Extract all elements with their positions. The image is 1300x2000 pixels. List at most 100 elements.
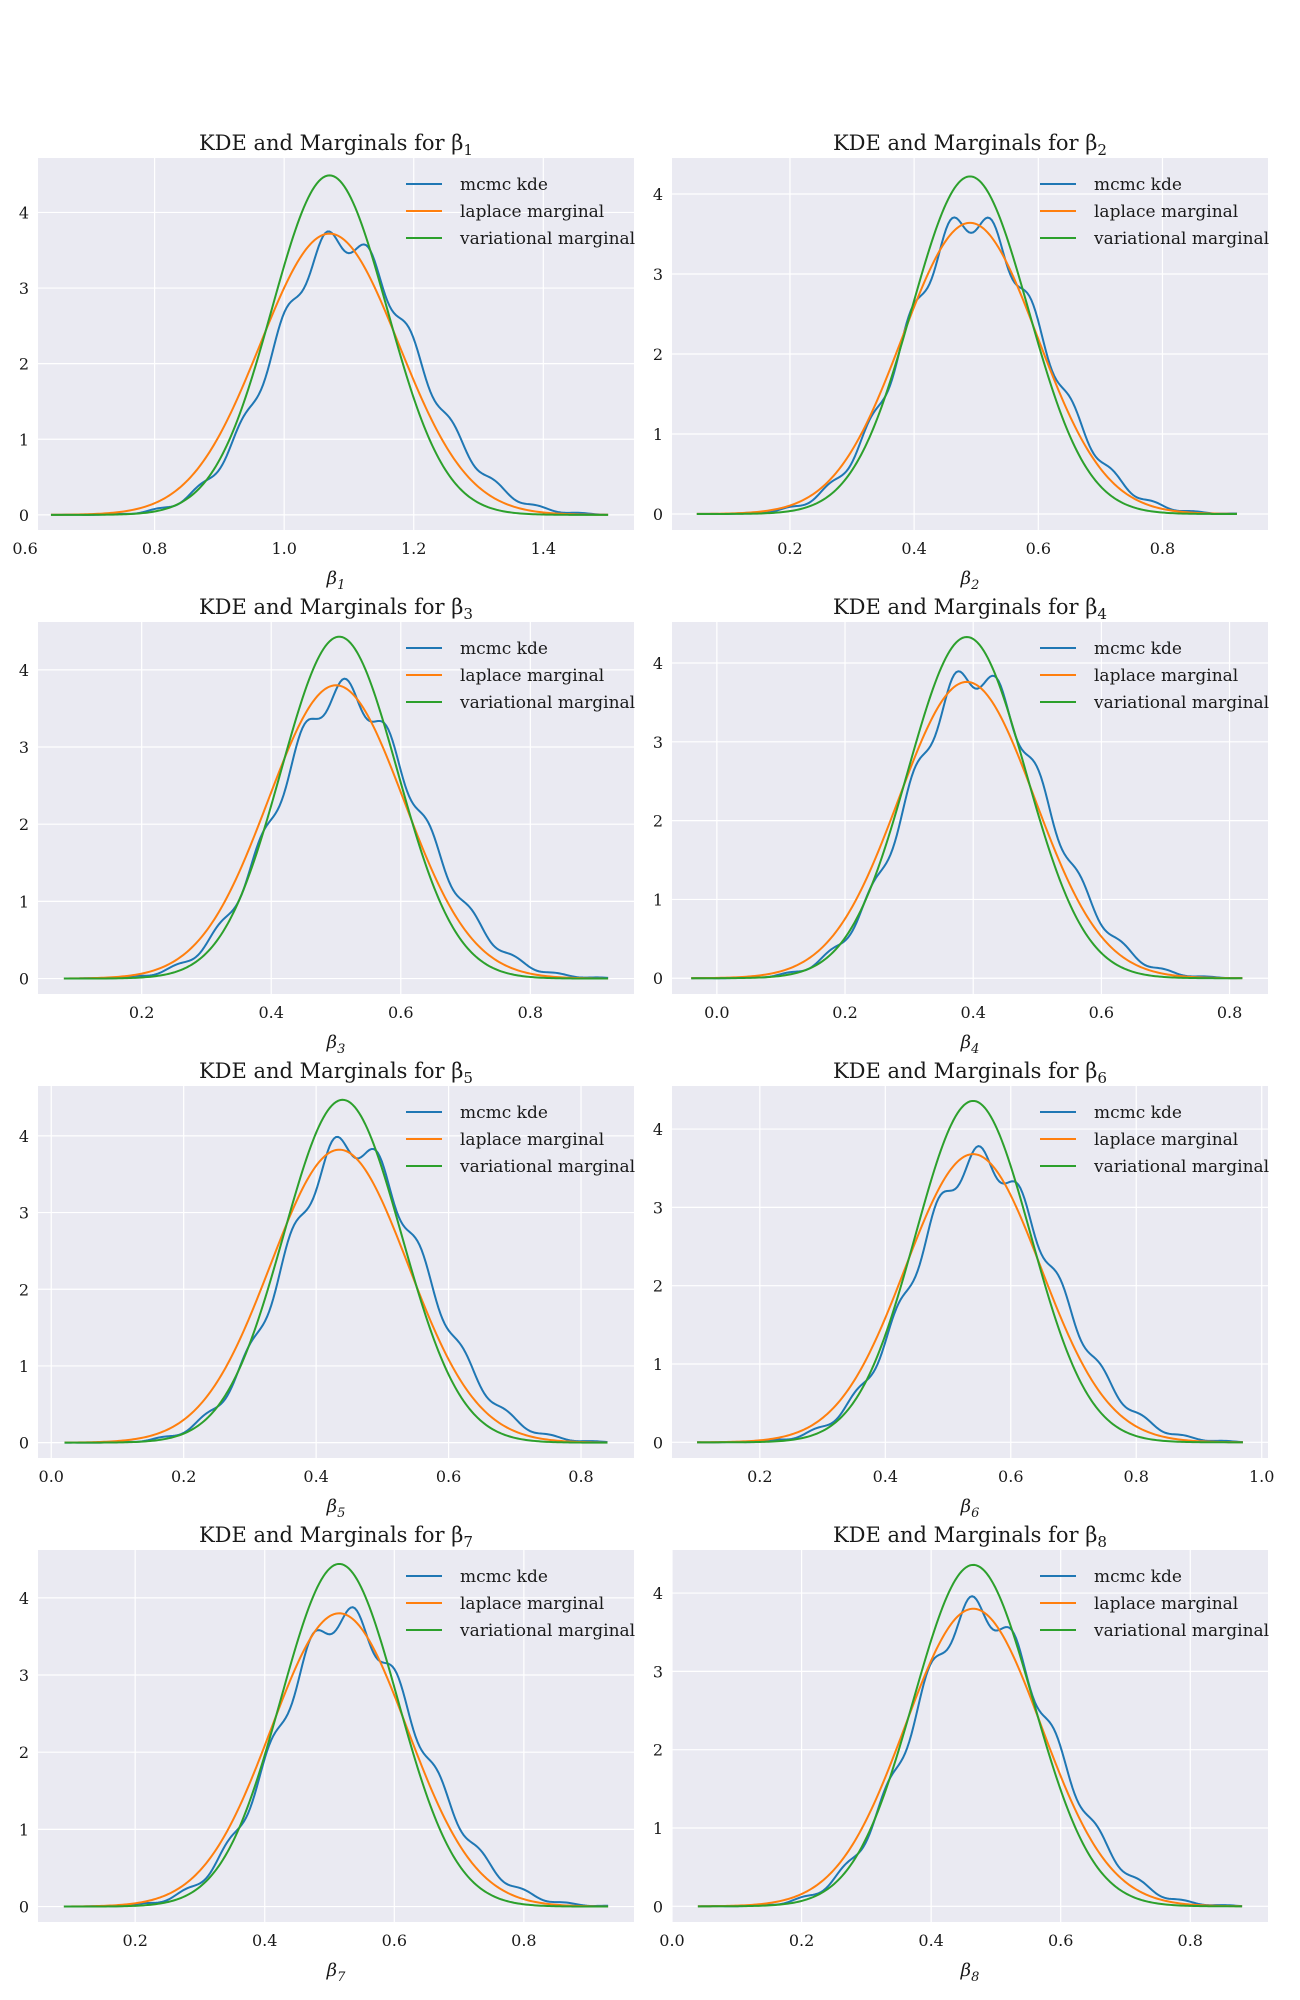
legend: mcmc kde laplace marginal variational marg… (406, 1103, 635, 1177)
y-tick-label: 3 (19, 1204, 29, 1223)
y-tick-label: 1 (653, 1355, 663, 1374)
panel-beta4: 0.0 0.2 0.4 0.6 0.8 0 1 2 3 4 KDE and Marginals fo… (653, 595, 1269, 1057)
series-line-variational-marginal (697, 1099, 1243, 1444)
series-line-mcmc-kde (697, 1145, 1243, 1444)
y-tick-label: 0 (19, 970, 29, 989)
x-tick-label: 0.0 (704, 1003, 729, 1022)
y-tick-label: 3 (19, 738, 29, 757)
x-axis-label: β2 (960, 568, 980, 593)
panel-beta6: 0.2 0.4 0.6 0.8 1.0 0 1 2 3 4 KDE and Marginals fo… (653, 1059, 1275, 1521)
chart-title: KDE and Marginals for β5 (199, 1059, 473, 1087)
x-tick-label: 0.6 (998, 1467, 1023, 1486)
chart-title: KDE and Marginals for β7 (199, 1523, 473, 1551)
legend-label: mcmc kde (460, 175, 548, 195)
y-tick-label: 2 (653, 345, 663, 364)
x-tick-label: 0.8 (142, 539, 167, 558)
legend-label: variational marginal (459, 693, 635, 713)
plot-background (38, 1550, 634, 1922)
x-tick-label: 0.0 (659, 1931, 684, 1950)
x-tick-label: 0.8 (518, 1003, 543, 1022)
x-axis-label: β1 (326, 568, 346, 593)
chart-title: KDE and Marginals for β6 (833, 1059, 1107, 1087)
series-line-variational-marginal (64, 1098, 608, 1444)
legend: mcmc kde laplace marginal variational marg… (1040, 175, 1269, 249)
panel-beta2: 0.2 0.4 0.6 0.8 0 1 2 3 4 KDE and Marginals for β… (653, 131, 1269, 593)
legend-label: mcmc kde (460, 1567, 548, 1587)
chart-title: KDE and Marginals for β4 (833, 595, 1107, 623)
x-tick-label: 0.2 (747, 1467, 772, 1486)
panel-beta7: 0.2 0.4 0.6 0.8 0 1 2 3 4 KDE and Marginals for β… (19, 1523, 635, 1985)
x-tick-label: 0.4 (960, 1003, 985, 1022)
legend-label: laplace marginal (460, 666, 604, 686)
x-tick-label: 0.6 (12, 539, 37, 558)
series-line-variational-marginal (696, 175, 1237, 515)
x-axis-label: β5 (326, 1496, 346, 1521)
y-tick-label: 3 (653, 1662, 663, 1681)
y-tick-label: 4 (653, 1584, 663, 1603)
series-line-laplace-marginal (696, 221, 1237, 515)
legend-label: mcmc kde (1094, 175, 1182, 195)
series-line-variational-marginal (691, 635, 1243, 980)
x-tick-label: 1.0 (1249, 1467, 1274, 1486)
y-tick-label: 2 (653, 1741, 663, 1760)
series-line-mcmc-kde (697, 1595, 1243, 1908)
x-axis-label: β4 (960, 1032, 980, 1057)
y-tick-label: 2 (19, 355, 29, 374)
x-tick-label: 0.8 (511, 1931, 536, 1950)
legend-label: mcmc kde (1094, 1103, 1182, 1123)
y-tick-label: 2 (653, 812, 663, 831)
y-tick-label: 4 (19, 661, 29, 680)
y-tick-label: 1 (19, 1820, 29, 1839)
x-tick-label: 0.8 (1124, 1467, 1149, 1486)
series-line-laplace-marginal (63, 1612, 609, 1908)
x-tick-label: 0.2 (129, 1003, 154, 1022)
legend-label: mcmc kde (1094, 1567, 1182, 1587)
x-tick-label: 0.8 (568, 1467, 593, 1486)
plot-background (38, 158, 634, 530)
legend: mcmc kde laplace marginal variational marg… (1040, 639, 1269, 713)
chart-title: KDE and Marginals for β1 (199, 131, 473, 159)
panel-beta5: 0.0 0.2 0.4 0.6 0.8 0 1 2 3 4 KDE and Marginals fo… (19, 1059, 635, 1521)
chart-title: KDE and Marginals for β2 (833, 131, 1107, 159)
y-tick-label: 1 (19, 1357, 29, 1376)
legend-label: laplace marginal (1094, 666, 1238, 686)
y-tick-label: 3 (653, 265, 663, 284)
y-tick-label: 2 (19, 1280, 29, 1299)
y-tick-label: 1 (653, 890, 663, 909)
y-tick-label: 1 (19, 430, 29, 449)
y-tick-label: 0 (19, 1898, 29, 1917)
y-tick-label: 3 (653, 1198, 663, 1217)
legend: mcmc kde laplace marginal variational marg… (406, 639, 635, 713)
legend-label: laplace marginal (460, 1130, 604, 1150)
legend-label: mcmc kde (1094, 639, 1182, 659)
y-tick-label: 3 (19, 279, 29, 298)
legend: mcmc kde laplace marginal variational marg… (1040, 1103, 1269, 1177)
chart-title: KDE and Marginals for β8 (833, 1523, 1107, 1551)
series-line-laplace-marginal (697, 1607, 1243, 1908)
x-tick-label: 0.4 (252, 1931, 277, 1950)
series-line-laplace-marginal (63, 684, 609, 980)
legend-label: variational marginal (1093, 693, 1269, 713)
y-tick-label: 0 (653, 969, 663, 988)
legend: mcmc kde laplace marginal variational marg… (1040, 1567, 1269, 1641)
series-line-variational-marginal (50, 174, 609, 516)
x-tick-label: 0.8 (1217, 1003, 1242, 1022)
series-line-laplace-marginal (64, 1148, 608, 1444)
y-tick-label: 4 (19, 1127, 29, 1146)
y-tick-label: 4 (653, 654, 663, 673)
series-line-mcmc-kde (64, 1135, 608, 1444)
legend-label: laplace marginal (460, 202, 604, 222)
x-tick-label: 0.4 (918, 1931, 943, 1950)
series-line-variational-marginal (63, 1562, 609, 1908)
y-tick-label: 4 (653, 1120, 663, 1139)
legend-label: variational marginal (1093, 1621, 1269, 1641)
y-tick-label: 4 (19, 1589, 29, 1608)
series-line-mcmc-kde (691, 670, 1243, 980)
y-tick-label: 1 (19, 892, 29, 911)
x-axis-label: β3 (326, 1032, 346, 1057)
x-tick-label: 0.2 (832, 1003, 857, 1022)
x-tick-label: 0.2 (789, 1931, 814, 1950)
series-line-laplace-marginal (50, 232, 609, 516)
y-tick-label: 0 (19, 1434, 29, 1453)
